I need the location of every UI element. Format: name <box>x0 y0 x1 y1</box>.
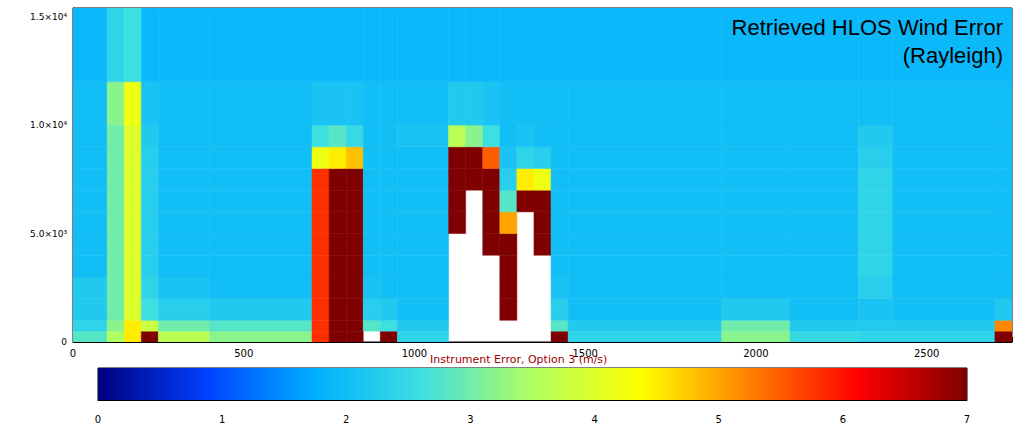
svg-text:5.0×10³: 5.0×10³ <box>30 229 67 239</box>
svg-text:0: 0 <box>70 348 76 359</box>
svg-text:Instrument Error, Option 3 (m/: Instrument Error, Option 3 (m/s) <box>430 353 607 366</box>
svg-text:1.5×10⁴: 1.5×10⁴ <box>30 12 67 22</box>
svg-text:7: 7 <box>964 414 970 425</box>
svg-text:4: 4 <box>591 414 597 425</box>
svg-text:Retrieved HLOS Wind Error: Retrieved HLOS Wind Error <box>732 15 1003 40</box>
svg-text:6: 6 <box>840 414 846 425</box>
svg-text:1: 1 <box>219 414 225 425</box>
svg-text:2: 2 <box>343 414 349 425</box>
svg-text:3: 3 <box>467 414 473 425</box>
svg-text:1.0×10⁴: 1.0×10⁴ <box>30 120 67 130</box>
svg-text:1000: 1000 <box>402 348 427 359</box>
svg-text:5: 5 <box>716 414 722 425</box>
svg-text:2000: 2000 <box>743 348 768 359</box>
svg-text:500: 500 <box>234 348 253 359</box>
svg-text:(Rayleigh): (Rayleigh) <box>903 43 1003 68</box>
svg-text:0: 0 <box>61 337 67 347</box>
svg-text:0: 0 <box>95 414 101 425</box>
svg-text:2500: 2500 <box>914 348 939 359</box>
